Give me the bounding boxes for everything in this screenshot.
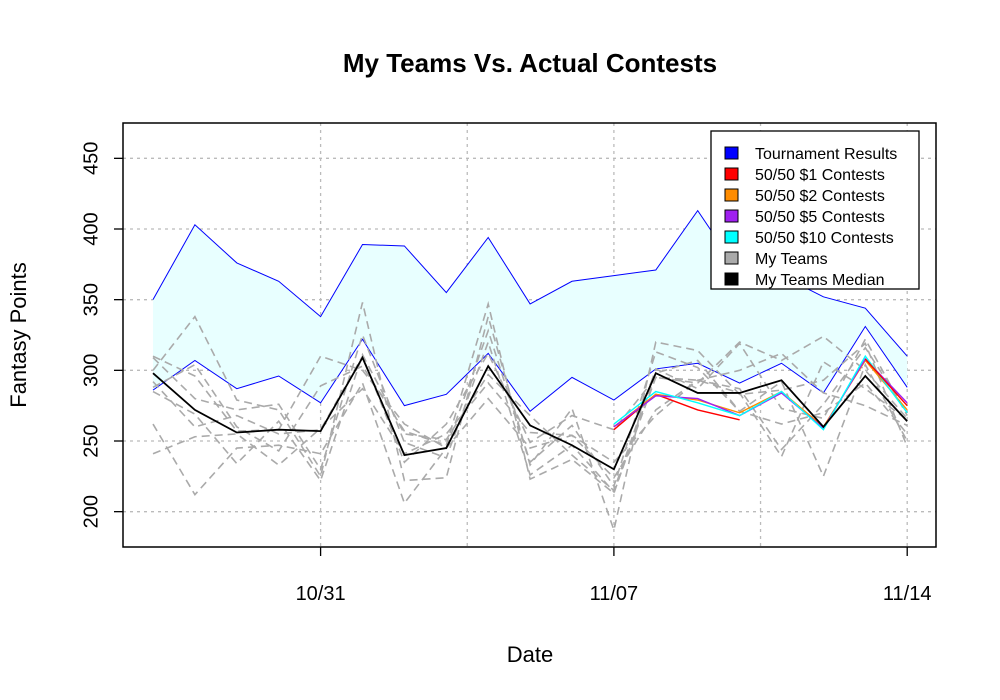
my-team-line-2 [152,335,908,464]
chart-title: My Teams Vs. Actual Contests [343,48,717,78]
legend-label: 50/50 $2 Contests [755,188,885,205]
x-tick-label: 10/31 [296,583,346,605]
y-tick-label: 200 [80,495,102,528]
contest-line-5 [864,358,908,407]
legend-label: 50/50 $5 Contests [755,209,885,226]
legend-label: Tournament Results [755,146,897,163]
my-team-line-1 [152,302,908,533]
legend-label: 50/50 $10 Contests [755,230,894,247]
plot-frame [122,122,937,548]
my-team-line-4 [152,352,908,467]
tournament-lower-line [152,325,908,413]
x-axis-label: Date [507,642,553,667]
my-team-line-5 [152,346,908,505]
legend-swatch [724,251,739,265]
legend-swatch [724,188,739,202]
legend-swatch [724,146,739,160]
my-team-line-6 [152,332,908,494]
my-teams-median-line [152,355,908,471]
y-tick-label: 250 [80,424,102,457]
legend-box [710,130,920,290]
legend-label: My Teams [755,251,828,268]
contest-line-4 [613,354,908,431]
x-tick-label: 11/07 [590,583,639,605]
legend: Tournament Results 50/50 $1 Contests 50/50… [710,130,920,290]
y-tick-label: 400 [80,212,102,245]
y-tick-label: 450 [80,142,102,175]
y-axis-label: Fantasy Points [6,262,31,408]
legend-swatch [724,167,739,181]
legend-label: My Teams Median [755,272,885,289]
y-tick-label: 350 [80,283,102,316]
my-team-line-3 [152,300,908,495]
legend-label: 50/50 $1 Contests [755,167,885,184]
legend-swatch [724,272,739,286]
legend-swatch [724,209,739,223]
x-tick-label: 11/14 [883,583,932,605]
axes: 200 250 300 350 400 450 10/31 11/07 11/14 [80,122,937,605]
legend-swatch [724,230,739,244]
my-team-line-8 [152,337,908,492]
y-tick-label: 300 [80,354,102,387]
